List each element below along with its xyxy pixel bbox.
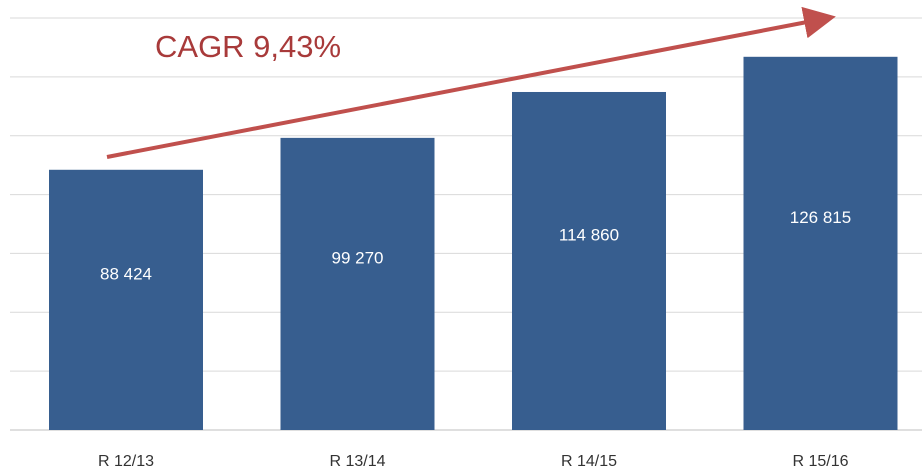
x-tick-label: R 14/15 bbox=[561, 453, 617, 470]
value-label: 126 815 bbox=[790, 208, 851, 227]
bar bbox=[49, 169, 203, 430]
x-tick-label: R 15/16 bbox=[792, 453, 848, 470]
trend-arrow bbox=[106, 6, 836, 159]
bar bbox=[512, 91, 666, 430]
value-label: 114 860 bbox=[559, 225, 619, 244]
x-tick-label: R 13/14 bbox=[329, 453, 385, 470]
annotation: CAGR 9,43% bbox=[155, 29, 341, 64]
bars: 88 424 R 12/13 99 270 R 13/14 114 860 R 14/15… bbox=[49, 56, 898, 470]
bar bbox=[743, 56, 898, 430]
value-label: 88 424 bbox=[100, 264, 152, 283]
bar bbox=[280, 137, 435, 431]
value-label: 99 270 bbox=[332, 248, 384, 267]
x-tick-label: R 12/13 bbox=[98, 453, 154, 470]
